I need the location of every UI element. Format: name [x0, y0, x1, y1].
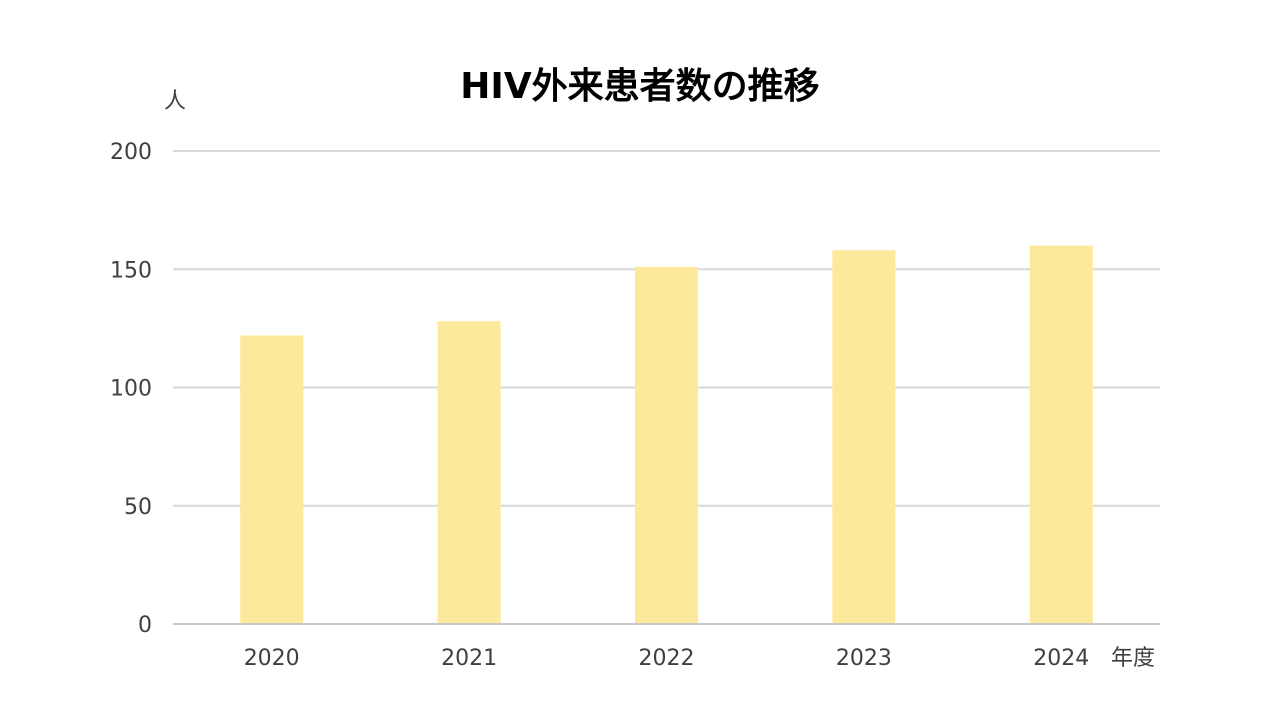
y-tick-label: 0 [138, 613, 152, 638]
x-axis-ticks: 2020 2021 2022 2023 2024 [244, 646, 1090, 671]
bar-2024 [1029, 245, 1093, 624]
y-tick-label: 50 [124, 495, 152, 520]
bar-2022 [635, 266, 698, 624]
chart-title: HIV外来患者数の推移 [460, 66, 819, 107]
y-axis-unit-label: 人 [164, 89, 186, 114]
x-tick-label: 2021 [441, 646, 497, 671]
x-tick-label: 2020 [244, 646, 300, 671]
y-axis-ticks: 0 50 100 150 200 [110, 140, 152, 638]
bar-2023 [832, 250, 896, 624]
y-tick-label: 150 [110, 258, 152, 283]
y-tick-label: 100 [110, 377, 152, 402]
y-tick-label: 200 [110, 140, 152, 165]
x-axis-unit-label: 年度 [1111, 646, 1155, 671]
x-tick-label: 2022 [639, 646, 695, 671]
x-tick-label: 2023 [836, 646, 892, 671]
x-tick-label: 2024 [1033, 646, 1089, 671]
bar-2020 [240, 335, 304, 624]
bars [240, 245, 1093, 624]
bar-2021 [437, 321, 501, 624]
